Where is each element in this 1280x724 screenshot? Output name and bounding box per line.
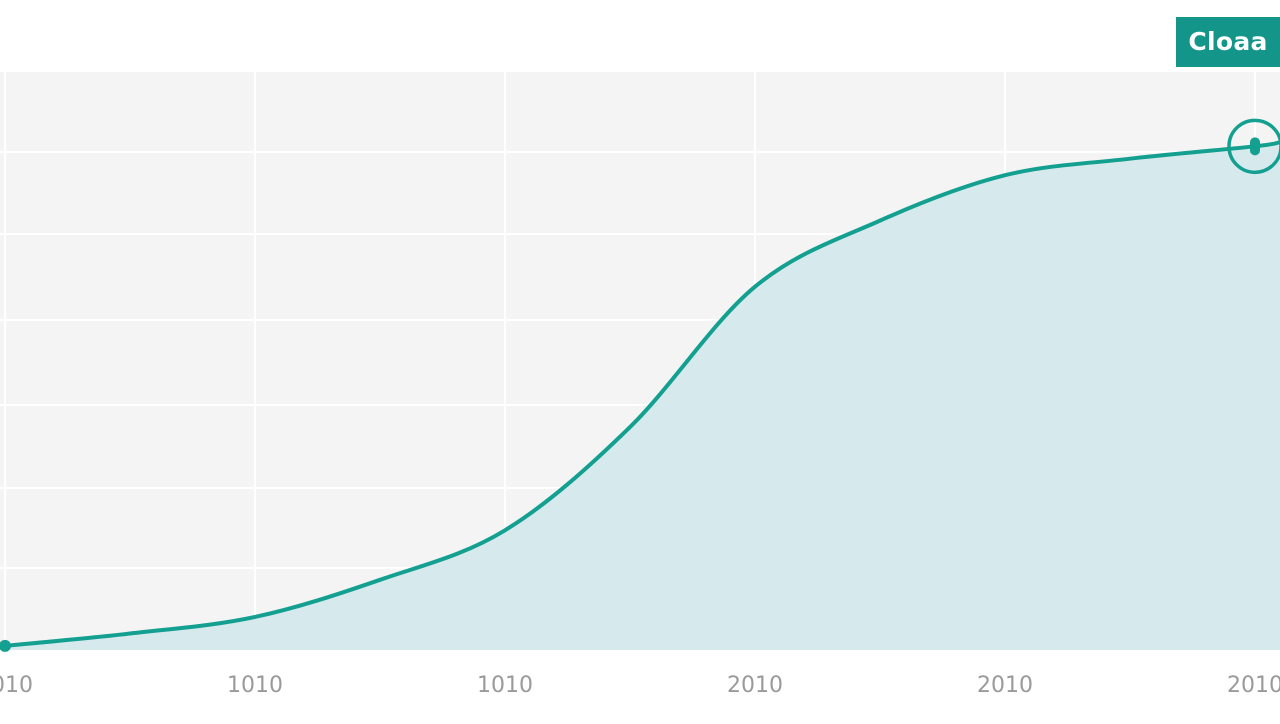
data-point-start bbox=[0, 639, 11, 652]
series-line bbox=[3, 140, 1280, 648]
x-tick-label: 2010 bbox=[1227, 673, 1280, 698]
x-tick-label: 2010 bbox=[727, 673, 783, 698]
highlight-marker-ring[interactable] bbox=[1227, 118, 1280, 175]
x-axis-ticks: 2010 1010 1010 2010 2010 2010 bbox=[0, 673, 1280, 698]
x-tick-label: 2010 bbox=[0, 673, 33, 698]
data-points bbox=[0, 118, 1280, 652]
x-tick-label: 1010 bbox=[227, 673, 283, 698]
x-tick-label: 1010 bbox=[477, 673, 533, 698]
highlight-marker-dot bbox=[1250, 137, 1260, 156]
close-button[interactable]: Cloaa bbox=[1176, 17, 1280, 67]
series-area bbox=[5, 142, 1280, 650]
x-tick-label: 2010 bbox=[977, 673, 1033, 698]
